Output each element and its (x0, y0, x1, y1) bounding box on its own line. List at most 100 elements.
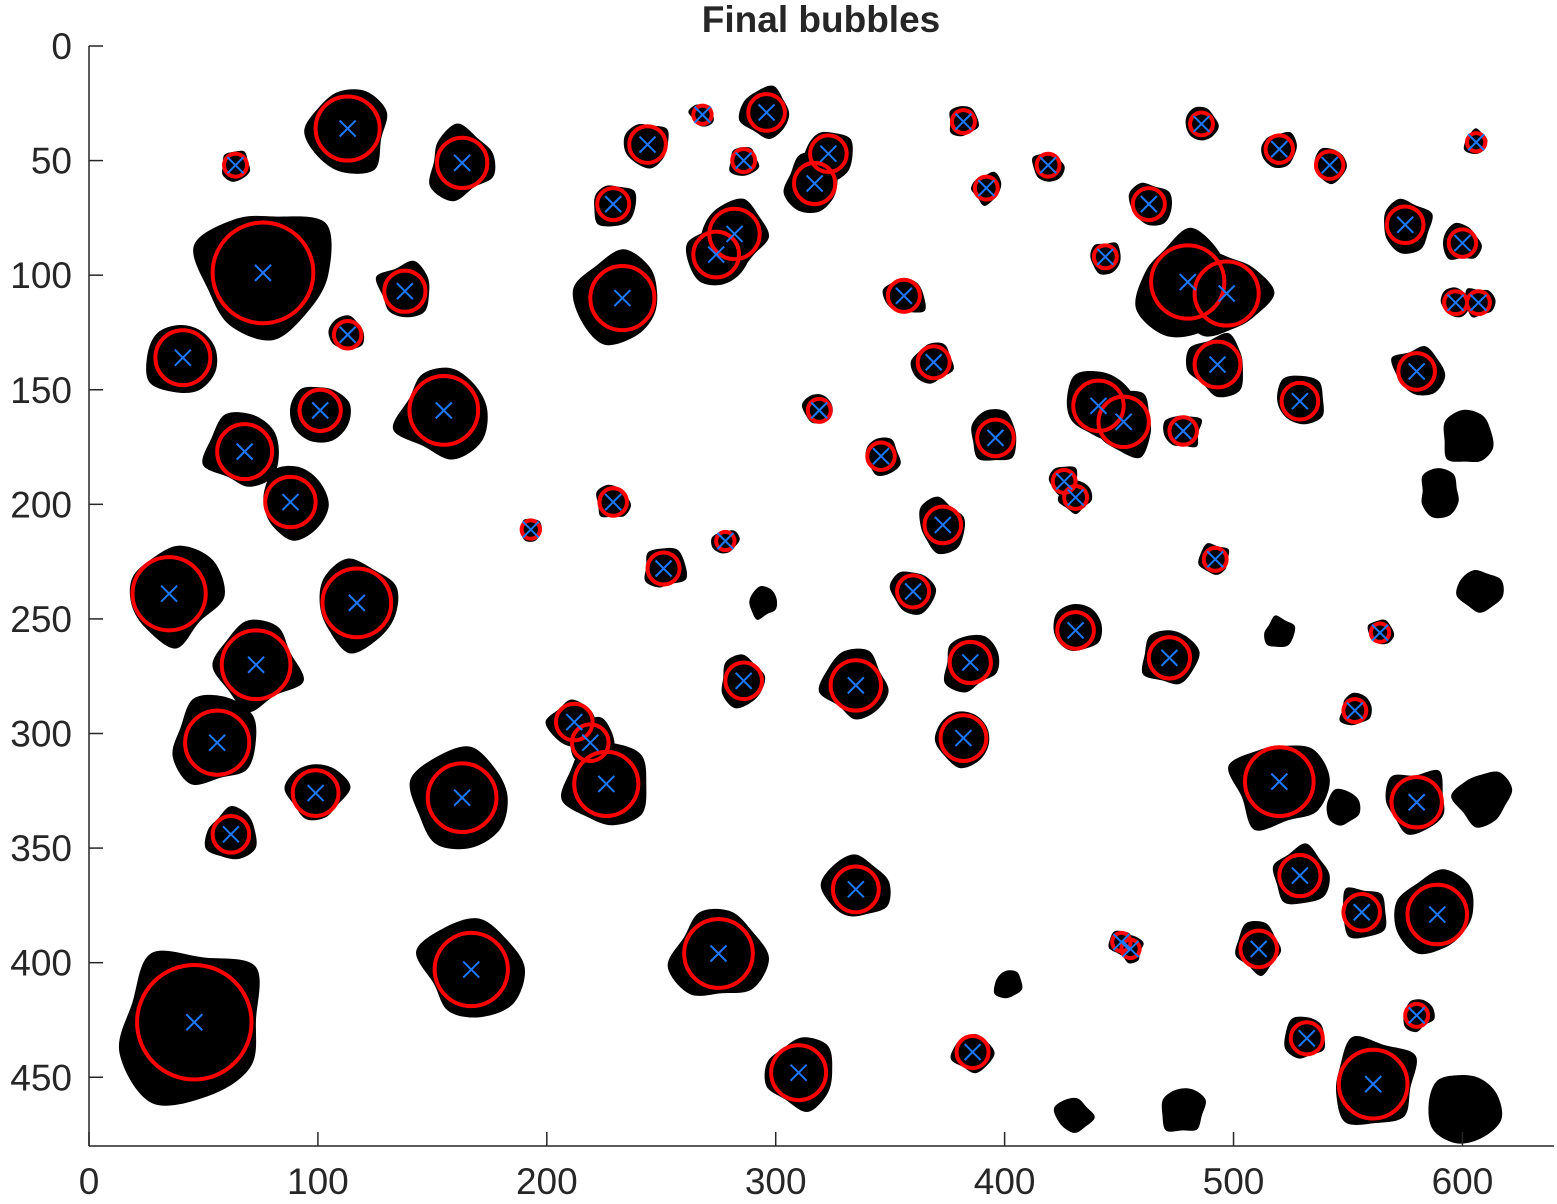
detected-circle (714, 529, 737, 553)
detected-circle (135, 963, 254, 1082)
center-marker (613, 289, 632, 307)
detected-circle (1446, 227, 1479, 259)
detected-circle (1201, 545, 1229, 573)
center-marker (1320, 156, 1339, 174)
y-tick-label: 100 (10, 255, 72, 296)
detected-circle (569, 722, 611, 763)
bubble-blob (1228, 745, 1330, 831)
detected-circle (645, 550, 682, 587)
center-marker (1291, 392, 1309, 410)
center-marker (1206, 550, 1224, 569)
detected-circle (222, 151, 249, 179)
detected-circle (975, 417, 1016, 459)
center-marker (654, 559, 673, 578)
detected-circle (723, 660, 764, 702)
center-marker (348, 594, 366, 612)
y-tick-label: 400 (10, 943, 72, 984)
detected-circle (885, 277, 922, 314)
center-marker (306, 784, 325, 802)
center-marker (604, 493, 622, 511)
center-marker (757, 103, 776, 122)
center-marker (1250, 940, 1268, 958)
detected-circle (1096, 394, 1151, 450)
center-marker (311, 401, 329, 420)
detected-circle (595, 186, 632, 223)
detected-circle (1288, 1020, 1325, 1057)
bubble-blob (263, 465, 329, 541)
center-marker (247, 656, 265, 674)
center-marker (597, 775, 616, 793)
y-tick-label: 350 (10, 828, 72, 869)
center-marker (1453, 234, 1472, 252)
center-marker (1407, 362, 1426, 381)
center-marker (1174, 422, 1192, 440)
detected-circle (219, 628, 293, 702)
detected-circle (1368, 621, 1392, 644)
center-marker (226, 156, 245, 174)
center-marker (847, 880, 865, 899)
detected-circle (407, 374, 481, 447)
center-marker (1140, 195, 1158, 213)
bubble-blob (572, 249, 658, 346)
center-marker (1364, 1075, 1382, 1093)
unmatched-blob (993, 970, 1023, 999)
center-marker (707, 245, 725, 264)
unmatched-blob (1421, 468, 1459, 519)
detected-circle (1389, 775, 1444, 830)
center-marker (222, 825, 240, 844)
unmatched-blob (1326, 788, 1361, 826)
detected-circle (263, 474, 318, 530)
unmatched-blob (1053, 1097, 1095, 1133)
detected-circle (1188, 110, 1215, 138)
center-marker (872, 447, 890, 465)
center-marker (581, 733, 600, 752)
detected-circle (1341, 697, 1369, 725)
center-marker (961, 653, 979, 672)
center-marker (1371, 623, 1389, 642)
detected-circle (1465, 131, 1488, 154)
center-marker (819, 145, 838, 163)
center-marker (185, 1013, 204, 1031)
y-tick-label: 250 (10, 599, 72, 640)
detected-circle (153, 328, 213, 388)
detected-circle (1313, 149, 1346, 181)
center-marker (805, 174, 824, 193)
axes: 0 100 200 300 400 500 600 0 50 100 150 200 250 300 350… (10, 26, 1554, 1202)
center-marker (1346, 701, 1364, 720)
center-marker (338, 326, 357, 344)
x-tick-label: 300 (745, 1161, 807, 1202)
x-tick-label: 200 (516, 1161, 578, 1202)
detected-circle (1192, 259, 1261, 328)
detected-circle (769, 1043, 829, 1103)
chart-title: Final bubbles (702, 0, 940, 40)
detected-circle (588, 264, 657, 333)
marker-layer (160, 103, 1488, 1093)
detected-circle (215, 422, 275, 482)
detected-circle (320, 566, 394, 640)
unmatched-blob (749, 585, 778, 620)
bubble-blob (129, 545, 225, 649)
y-tick-label: 50 (31, 141, 72, 182)
detected-circle (1167, 415, 1199, 447)
detected-circle (746, 92, 787, 133)
center-marker (716, 532, 735, 550)
detected-circle (130, 555, 208, 633)
detected-circle (382, 268, 428, 314)
bubble-blob (289, 386, 351, 443)
center-marker (1469, 293, 1488, 312)
center-marker (977, 179, 996, 197)
x-tick-label: 600 (1432, 1161, 1494, 1202)
detected-circle (792, 160, 838, 207)
detected-circle (627, 124, 668, 165)
center-marker (281, 493, 300, 511)
detected-circle (972, 174, 1000, 202)
detected-circle (949, 108, 977, 136)
y-tick-label: 150 (10, 370, 72, 411)
center-marker (1467, 133, 1485, 151)
center-marker (1291, 866, 1309, 885)
center-marker (174, 348, 192, 367)
center-marker (1270, 772, 1289, 791)
center-marker (638, 135, 657, 154)
detected-circle (682, 917, 755, 990)
center-marker (565, 713, 583, 731)
